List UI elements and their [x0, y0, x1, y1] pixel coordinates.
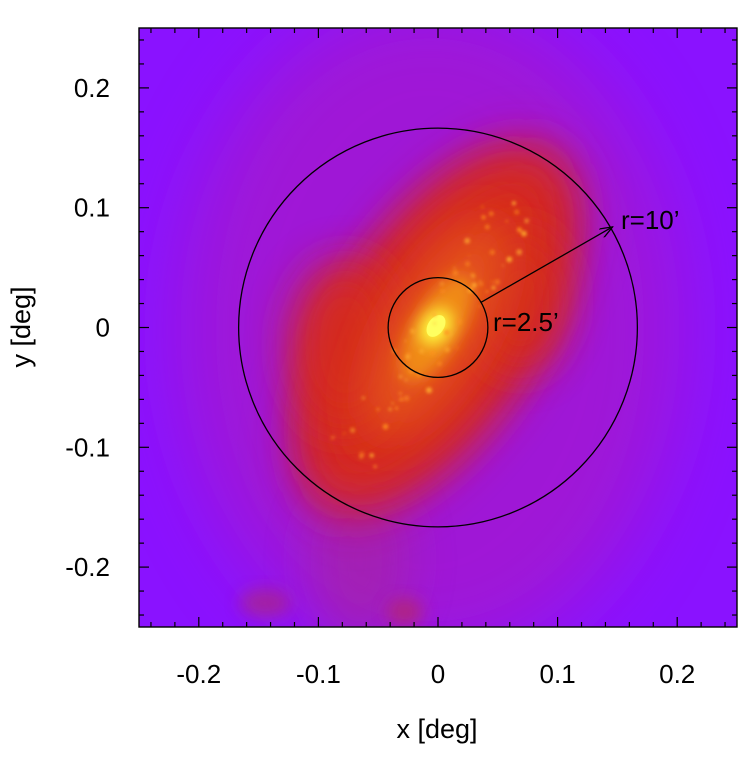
star-cluster — [391, 402, 394, 405]
y-tick-label: -0.1 — [65, 432, 110, 462]
x-tick-label: -0.2 — [176, 659, 221, 689]
star-cluster — [404, 339, 407, 343]
star-cluster — [478, 282, 484, 287]
x-axis-title: x [deg] — [396, 714, 477, 744]
star-cluster — [494, 279, 500, 285]
star-cluster — [455, 346, 459, 350]
star-cluster — [464, 238, 471, 244]
star-cluster — [481, 215, 486, 220]
nucleus-peak — [426, 315, 446, 337]
circle-r2-5 — [387, 276, 489, 379]
star-clusters — [331, 201, 529, 469]
star-cluster — [485, 290, 489, 293]
star-cluster — [501, 264, 505, 267]
star-cluster — [398, 391, 403, 395]
star-cluster — [437, 361, 442, 366]
star-cluster — [419, 349, 424, 354]
y-tick-label: 0.1 — [74, 193, 110, 223]
star-cluster — [453, 266, 456, 269]
star-cluster — [440, 288, 445, 294]
star-cluster — [388, 407, 392, 411]
star-cluster — [373, 465, 377, 469]
star-cluster — [440, 281, 444, 286]
star-cluster — [395, 406, 399, 410]
star-cluster — [516, 249, 523, 256]
x-tick-label: 0.1 — [540, 659, 576, 689]
tick-labels: -0.2 -0.1 0 0.1 0.2 0.2 0.1 0 -0.1 -0.2 — [65, 73, 695, 689]
star-cluster — [404, 378, 408, 382]
axis-ticks — [139, 28, 737, 627]
star-cluster — [361, 396, 365, 400]
star-cluster — [443, 329, 450, 336]
star-cluster — [376, 407, 380, 411]
star-cluster — [456, 318, 462, 325]
star-cluster — [511, 201, 516, 206]
star-cluster — [514, 209, 520, 215]
star-cluster — [369, 453, 374, 458]
star-cluster — [478, 305, 481, 308]
star-cluster — [481, 205, 484, 209]
annotations: r=10’ r=2.5’ — [237, 127, 680, 528]
bottom-left-glow — [240, 589, 290, 617]
star-cluster — [343, 432, 346, 435]
radius-arrow — [480, 227, 613, 303]
star-cluster — [491, 285, 496, 290]
star-cluster — [426, 387, 432, 394]
star-cluster — [399, 375, 403, 379]
star-cluster — [489, 249, 495, 255]
star-cluster — [467, 288, 473, 293]
star-cluster — [465, 261, 471, 267]
star-cluster — [399, 397, 404, 402]
star-cluster — [468, 254, 471, 257]
star-cluster — [331, 435, 335, 440]
star-cluster — [410, 328, 415, 334]
circle-r10 — [237, 127, 639, 528]
star-cluster — [433, 322, 437, 325]
label-r10: r=10’ — [621, 205, 680, 235]
label-r2-5: r=2.5’ — [493, 307, 559, 337]
star-cluster — [403, 395, 410, 402]
bottom-glow — [387, 598, 423, 626]
x-tick-label: -0.1 — [296, 659, 341, 689]
y-tick-label: 0.2 — [74, 73, 110, 103]
x-tick-label: 0.2 — [659, 659, 695, 689]
star-cluster — [516, 227, 522, 233]
star-cluster — [506, 256, 513, 263]
star-cluster — [472, 282, 477, 288]
y-axis-title: y [deg] — [6, 286, 36, 367]
star-cluster — [491, 280, 494, 283]
star-cluster — [452, 270, 459, 276]
y-tick-label: -0.2 — [65, 552, 110, 582]
star-cluster — [444, 347, 450, 353]
star-cluster — [350, 427, 356, 433]
star-cluster — [505, 220, 509, 223]
star-cluster — [488, 211, 494, 216]
star-cluster — [448, 332, 452, 336]
lower-tail-glow — [310, 480, 410, 627]
heatmap-image — [139, 28, 737, 627]
star-cluster — [431, 312, 437, 318]
star-cluster — [521, 230, 527, 237]
star-cluster — [471, 274, 476, 278]
star-cluster — [524, 218, 529, 224]
star-cluster — [382, 423, 389, 430]
star-cluster — [484, 224, 490, 230]
star-cluster — [430, 350, 435, 356]
x-tick-label: 0 — [431, 659, 445, 689]
star-cluster — [358, 451, 365, 458]
star-cluster — [405, 354, 411, 360]
y-tick-label: 0 — [96, 313, 110, 343]
